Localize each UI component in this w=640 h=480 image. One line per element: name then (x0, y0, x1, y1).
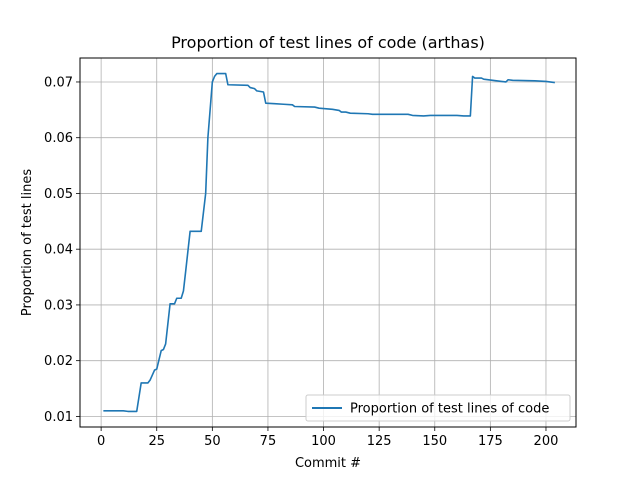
x-tick-label: 200 (534, 434, 559, 449)
series-layer (103, 72, 555, 413)
x-axis-label: Commit # (295, 456, 361, 471)
legend: Proportion of test lines of code (305, 394, 571, 422)
y-tick-label: 0.01 (44, 410, 73, 425)
series-line (103, 72, 555, 413)
legend-label: Proportion of test lines of code (350, 402, 549, 417)
y-tick-label: 0.05 (44, 187, 73, 202)
chart-title: Proportion of test lines of code (arthas… (171, 33, 485, 52)
x-tick-label: 125 (367, 434, 392, 449)
y-tick-label: 0.02 (44, 354, 73, 369)
y-tick-label: 0.04 (44, 243, 73, 258)
x-tick-label: 0 (97, 434, 105, 449)
x-tick-label: 100 (311, 434, 336, 449)
axes-frame (79, 57, 577, 428)
y-tick-label: 0.03 (44, 298, 73, 313)
x-tick-label: 50 (204, 434, 221, 449)
legend-box (305, 394, 571, 422)
x-tick-label: 25 (148, 434, 165, 449)
x-tick-label: 175 (478, 434, 503, 449)
y-tick-label: 0.07 (44, 75, 73, 90)
x-tick-label: 150 (422, 434, 447, 449)
ticks: 0 25 50 75 100 125 150 175 200 0.01 0.02 0.03 0.04 0.… (44, 75, 558, 449)
x-tick-label: 75 (260, 434, 277, 449)
y-tick-label: 0.06 (44, 131, 73, 146)
y-axis-label: Proportion of test lines (20, 169, 35, 316)
